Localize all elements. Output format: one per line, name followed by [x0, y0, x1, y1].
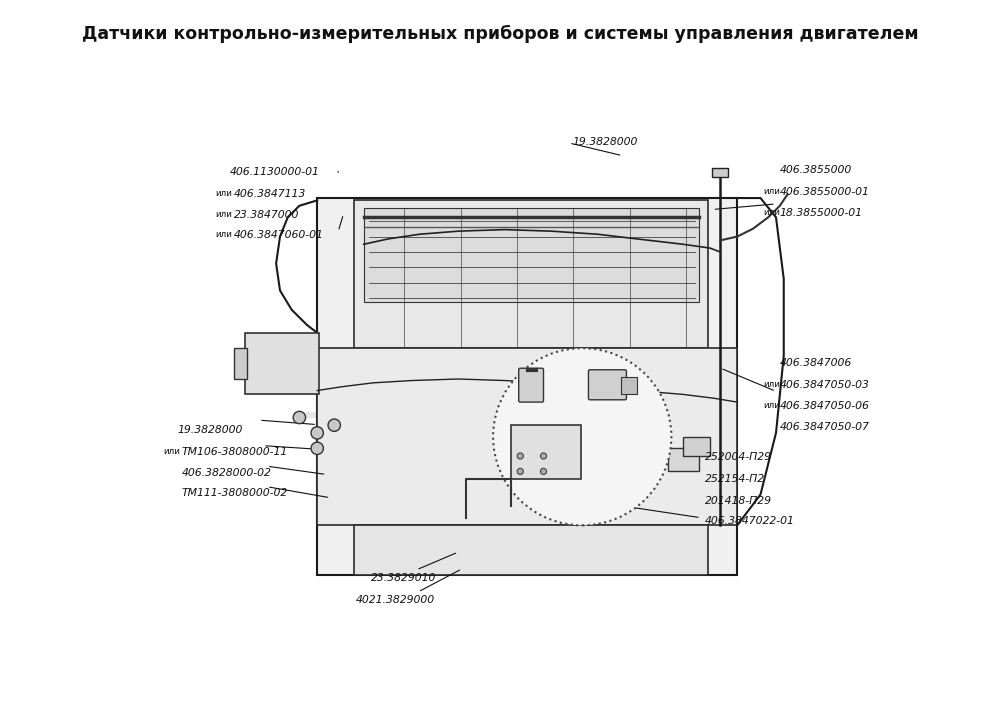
Text: 406.3855000-01: 406.3855000-01: [780, 187, 870, 197]
Text: +7 9  80 78  20: +7 9 80 78 20: [300, 394, 725, 441]
Text: 23.3829010: 23.3829010: [371, 572, 437, 582]
Text: ТМ111-3808000-02: ТМ111-3808000-02: [182, 488, 288, 498]
FancyBboxPatch shape: [519, 368, 544, 402]
Text: 406.3847113: 406.3847113: [234, 189, 306, 199]
Text: или: или: [763, 187, 780, 197]
Text: 406.3847006: 406.3847006: [780, 358, 852, 368]
Bar: [234, 348, 247, 379]
Text: или: или: [763, 380, 780, 390]
Bar: [354, 526, 708, 575]
Bar: [668, 449, 698, 472]
Bar: [364, 208, 698, 302]
Text: 406.3828000-02: 406.3828000-02: [182, 468, 271, 478]
FancyBboxPatch shape: [588, 370, 626, 400]
Text: Датчики контрольно-измерительных приборов и системы управления двигателем: Датчики контрольно-измерительных приборо…: [82, 25, 918, 43]
Bar: [245, 333, 319, 395]
Text: www.aversauto.ru: www.aversauto.ru: [283, 342, 742, 385]
Circle shape: [328, 419, 340, 431]
Text: 406.3847022-01: 406.3847022-01: [705, 516, 795, 526]
Circle shape: [517, 468, 523, 474]
Text: 406.3847060-01: 406.3847060-01: [234, 230, 323, 240]
Text: 19.3828000: 19.3828000: [178, 425, 243, 435]
Text: или: или: [763, 401, 780, 410]
Bar: [511, 426, 581, 479]
Circle shape: [311, 442, 323, 454]
Text: 406.3847050-07: 406.3847050-07: [780, 422, 870, 432]
Text: 18.3855000-01: 18.3855000-01: [780, 208, 863, 218]
Text: или: или: [216, 189, 233, 198]
Circle shape: [493, 348, 671, 526]
Bar: [354, 200, 708, 348]
Text: или: или: [216, 230, 233, 239]
Text: 252154-П2: 252154-П2: [705, 474, 765, 485]
Circle shape: [540, 453, 547, 459]
Circle shape: [540, 468, 547, 474]
Bar: [317, 198, 737, 575]
Circle shape: [517, 453, 523, 459]
Text: или: или: [164, 446, 181, 456]
Text: или: или: [763, 208, 780, 217]
Text: ТМ106-3808000-11: ТМ106-3808000-11: [182, 446, 288, 456]
Text: 4021.3829000: 4021.3829000: [356, 595, 435, 605]
Bar: [317, 348, 737, 526]
Circle shape: [311, 427, 323, 439]
Text: 406.1130000-01: 406.1130000-01: [230, 167, 320, 177]
Text: 406.3855000: 406.3855000: [780, 165, 852, 175]
Bar: [712, 168, 728, 177]
Circle shape: [293, 411, 306, 423]
Text: 406.3847050-03: 406.3847050-03: [780, 380, 870, 390]
Text: 252004-П29: 252004-П29: [705, 452, 772, 462]
Text: 19.3828000: 19.3828000: [573, 138, 638, 148]
Text: или: или: [216, 210, 233, 219]
Text: 201418-П29: 201418-П29: [705, 495, 772, 505]
Bar: [621, 377, 637, 395]
Text: 23.3847000: 23.3847000: [234, 210, 299, 220]
Bar: [683, 437, 710, 456]
Text: 406.3847050-06: 406.3847050-06: [780, 401, 870, 411]
